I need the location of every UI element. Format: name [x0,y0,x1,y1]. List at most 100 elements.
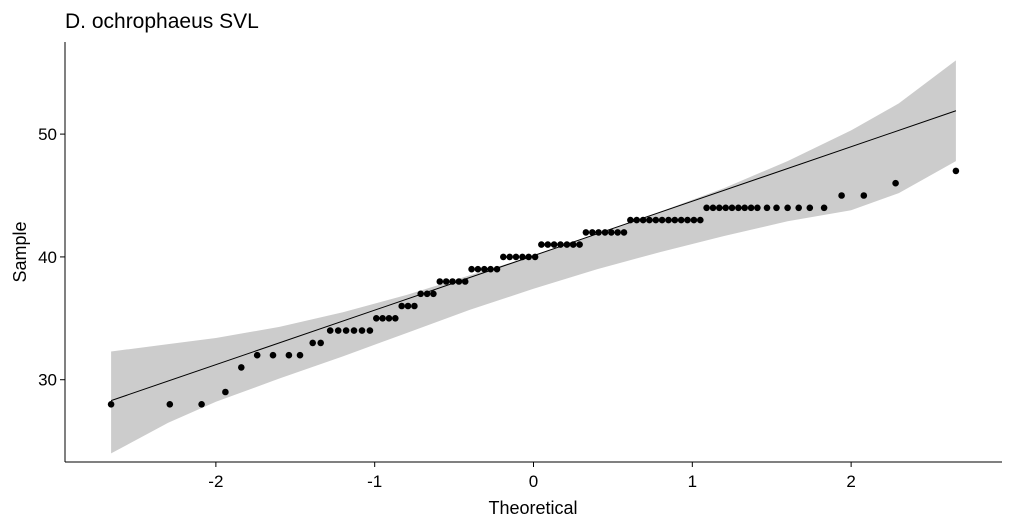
data-point [582,229,590,236]
plot-area [107,60,960,454]
data-point [373,315,380,322]
data-point [500,253,507,261]
data-point [601,229,609,236]
data-point [430,290,437,298]
data-point [461,278,469,285]
data-point [728,204,736,212]
data-point [285,351,293,359]
data-point [646,216,653,224]
data-point [411,302,418,310]
data-point [385,315,393,322]
data-point [392,315,399,322]
data-point [296,351,304,359]
y-tick-label: 40 [38,248,57,267]
data-point [198,401,205,408]
y-axis-ticks: 30 40 50 [38,125,65,390]
x-axis-ticks: -2 -1 0 1 2 [208,462,856,491]
data-point [741,204,748,212]
data-point [398,302,406,310]
y-tick-label: 30 [38,371,57,390]
data-point [468,265,475,273]
data-point [838,192,845,199]
x-tick-label: 2 [846,472,855,491]
data-point [366,327,374,334]
data-point [595,229,602,236]
data-point [747,204,755,212]
data-point [455,278,463,285]
data-point [544,241,552,248]
data-point [334,327,342,334]
data-point [238,364,245,371]
data-point [784,204,791,212]
data-point [576,241,583,248]
x-axis-title: Theoretical [488,498,577,518]
data-point [690,216,698,224]
data-point [697,216,704,224]
data-point [677,216,685,224]
data-point [107,401,115,408]
data-point [449,278,456,285]
chart-title: D. ochrophaeus SVL [65,10,259,33]
data-point [627,216,634,224]
data-point [795,204,802,212]
data-point [763,204,771,212]
data-point [633,216,640,224]
data-point [550,241,558,248]
data-point [487,265,494,273]
data-point [350,327,358,334]
data-point [423,290,431,298]
data-point [222,388,229,396]
data-point [557,241,564,248]
data-point [773,204,780,212]
data-point [665,216,672,224]
data-point [620,229,628,236]
data-point [658,216,666,224]
data-point [436,278,444,285]
y-axis-title: Sample [10,221,30,282]
data-point [525,253,532,261]
data-point [820,204,828,212]
data-point [652,216,660,224]
data-point [722,204,729,212]
data-point [639,216,647,224]
data-point [735,204,742,212]
data-point [563,241,571,248]
data-point [512,253,520,261]
data-point [253,351,261,359]
data-point [709,204,717,212]
x-tick-label: 1 [688,472,697,491]
data-point [442,278,450,285]
data-point [952,167,960,175]
data-point [474,265,482,273]
data-point [506,253,513,261]
data-point [166,401,174,408]
x-tick-label: -2 [208,472,223,491]
data-point [608,229,615,236]
data-point [569,241,577,248]
data-point [589,229,596,236]
data-point [309,339,317,347]
data-point [379,315,386,322]
data-point [684,216,691,224]
data-point [358,327,366,334]
data-point [754,204,761,212]
data-point [481,265,488,273]
data-point [671,216,679,224]
data-point [538,241,545,248]
data-point [519,253,526,261]
data-point [317,339,325,347]
data-point [326,327,334,334]
data-point [614,229,621,236]
x-tick-label: 0 [529,472,538,491]
data-point [703,204,710,212]
data-point [531,253,539,261]
data-point [806,204,814,212]
y-tick-label: 50 [38,125,57,144]
data-point [417,290,425,298]
data-point [493,265,501,273]
x-tick-label: -1 [367,472,382,491]
data-point [892,179,899,187]
data-points [107,167,960,408]
data-point [716,204,723,212]
data-point [269,351,277,359]
